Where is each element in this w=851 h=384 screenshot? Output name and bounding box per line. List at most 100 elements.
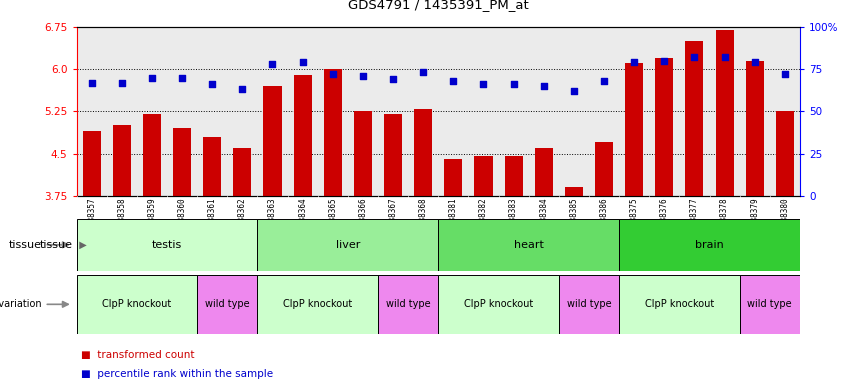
Text: GSM988358: GSM988358 xyxy=(117,197,126,238)
Point xyxy=(175,74,189,81)
Bar xyxy=(559,275,619,334)
Text: ▶: ▶ xyxy=(73,240,87,250)
Text: GSM988365: GSM988365 xyxy=(328,197,337,238)
Text: GSM988383: GSM988383 xyxy=(509,197,518,238)
Bar xyxy=(264,86,282,196)
Point xyxy=(205,81,219,88)
Bar xyxy=(685,41,704,196)
Bar xyxy=(323,69,342,196)
Point xyxy=(778,71,791,77)
Text: GSM988386: GSM988386 xyxy=(600,197,608,238)
Point xyxy=(537,83,551,89)
Point xyxy=(627,59,641,65)
Text: wild type: wild type xyxy=(567,299,611,310)
Text: GSM988363: GSM988363 xyxy=(268,197,277,238)
Point xyxy=(115,79,129,86)
Bar xyxy=(655,58,673,196)
Bar xyxy=(565,187,583,196)
Point xyxy=(658,58,671,64)
Bar xyxy=(444,159,462,196)
Text: ClpP knockout: ClpP knockout xyxy=(283,299,352,310)
Text: GSM988379: GSM988379 xyxy=(751,197,759,238)
Point xyxy=(386,76,400,82)
Text: GSM988367: GSM988367 xyxy=(389,197,397,238)
Text: GSM988375: GSM988375 xyxy=(630,197,638,238)
Text: ClpP knockout: ClpP knockout xyxy=(645,299,714,310)
Point xyxy=(326,71,340,77)
Text: genotype/variation: genotype/variation xyxy=(0,299,43,310)
Text: GSM988362: GSM988362 xyxy=(238,197,247,238)
Bar xyxy=(354,111,372,196)
Text: wild type: wild type xyxy=(747,299,792,310)
Bar xyxy=(716,30,734,196)
Point xyxy=(507,81,521,88)
Text: wild type: wild type xyxy=(205,299,249,310)
Point xyxy=(597,78,611,84)
Bar xyxy=(143,114,161,196)
Text: GSM988359: GSM988359 xyxy=(147,197,157,238)
Text: wild type: wild type xyxy=(386,299,431,310)
Bar xyxy=(294,75,311,196)
Point xyxy=(447,78,460,84)
Point xyxy=(85,79,99,86)
Point xyxy=(296,59,310,65)
Point xyxy=(748,59,762,65)
Bar xyxy=(384,114,402,196)
Bar xyxy=(619,275,740,334)
Bar xyxy=(534,148,553,196)
Text: testis: testis xyxy=(151,240,182,250)
Text: GSM988376: GSM988376 xyxy=(660,197,669,238)
Text: GSM988377: GSM988377 xyxy=(690,197,699,238)
Bar xyxy=(776,111,794,196)
Bar xyxy=(197,275,257,334)
Bar xyxy=(203,137,221,196)
Point xyxy=(236,86,249,93)
Text: brain: brain xyxy=(695,240,724,250)
Bar xyxy=(740,275,800,334)
Text: GSM988364: GSM988364 xyxy=(298,197,307,238)
Bar xyxy=(619,219,800,271)
Text: ■  percentile rank within the sample: ■ percentile rank within the sample xyxy=(81,369,273,379)
Text: GSM988385: GSM988385 xyxy=(569,197,579,238)
Bar xyxy=(257,275,378,334)
Bar xyxy=(505,156,523,196)
Point xyxy=(416,70,430,76)
Bar xyxy=(112,126,131,196)
Bar xyxy=(378,275,438,334)
Point xyxy=(688,54,701,60)
Bar xyxy=(438,275,559,334)
Point xyxy=(146,74,159,81)
Text: heart: heart xyxy=(514,240,544,250)
Text: liver: liver xyxy=(335,240,360,250)
Point xyxy=(266,61,279,67)
Point xyxy=(567,88,580,94)
Bar xyxy=(257,219,438,271)
Text: tissue: tissue xyxy=(39,240,72,250)
Text: GSM988381: GSM988381 xyxy=(448,197,458,238)
Text: GSM988384: GSM988384 xyxy=(540,197,548,238)
Bar xyxy=(414,109,432,196)
Text: GSM988360: GSM988360 xyxy=(178,197,186,238)
Text: GSM988382: GSM988382 xyxy=(479,197,488,238)
Bar xyxy=(83,131,100,196)
Bar xyxy=(77,275,197,334)
Text: ■  transformed count: ■ transformed count xyxy=(81,350,194,360)
Bar xyxy=(438,219,619,271)
Bar xyxy=(745,61,763,196)
Bar xyxy=(474,156,493,196)
Bar xyxy=(625,63,643,196)
Text: GSM988361: GSM988361 xyxy=(208,197,217,238)
Text: ClpP knockout: ClpP knockout xyxy=(102,299,172,310)
Text: GDS4791 / 1435391_PM_at: GDS4791 / 1435391_PM_at xyxy=(348,0,528,12)
Text: GSM988357: GSM988357 xyxy=(87,197,96,238)
Point xyxy=(477,81,490,88)
Text: ClpP knockout: ClpP knockout xyxy=(464,299,534,310)
Bar xyxy=(233,148,251,196)
Bar xyxy=(595,142,613,196)
Text: GSM988366: GSM988366 xyxy=(358,197,368,238)
Bar xyxy=(173,128,191,196)
Text: GSM988368: GSM988368 xyxy=(419,197,428,238)
Text: GSM988380: GSM988380 xyxy=(780,197,790,238)
Text: tissue: tissue xyxy=(9,240,43,250)
Point xyxy=(356,73,369,79)
